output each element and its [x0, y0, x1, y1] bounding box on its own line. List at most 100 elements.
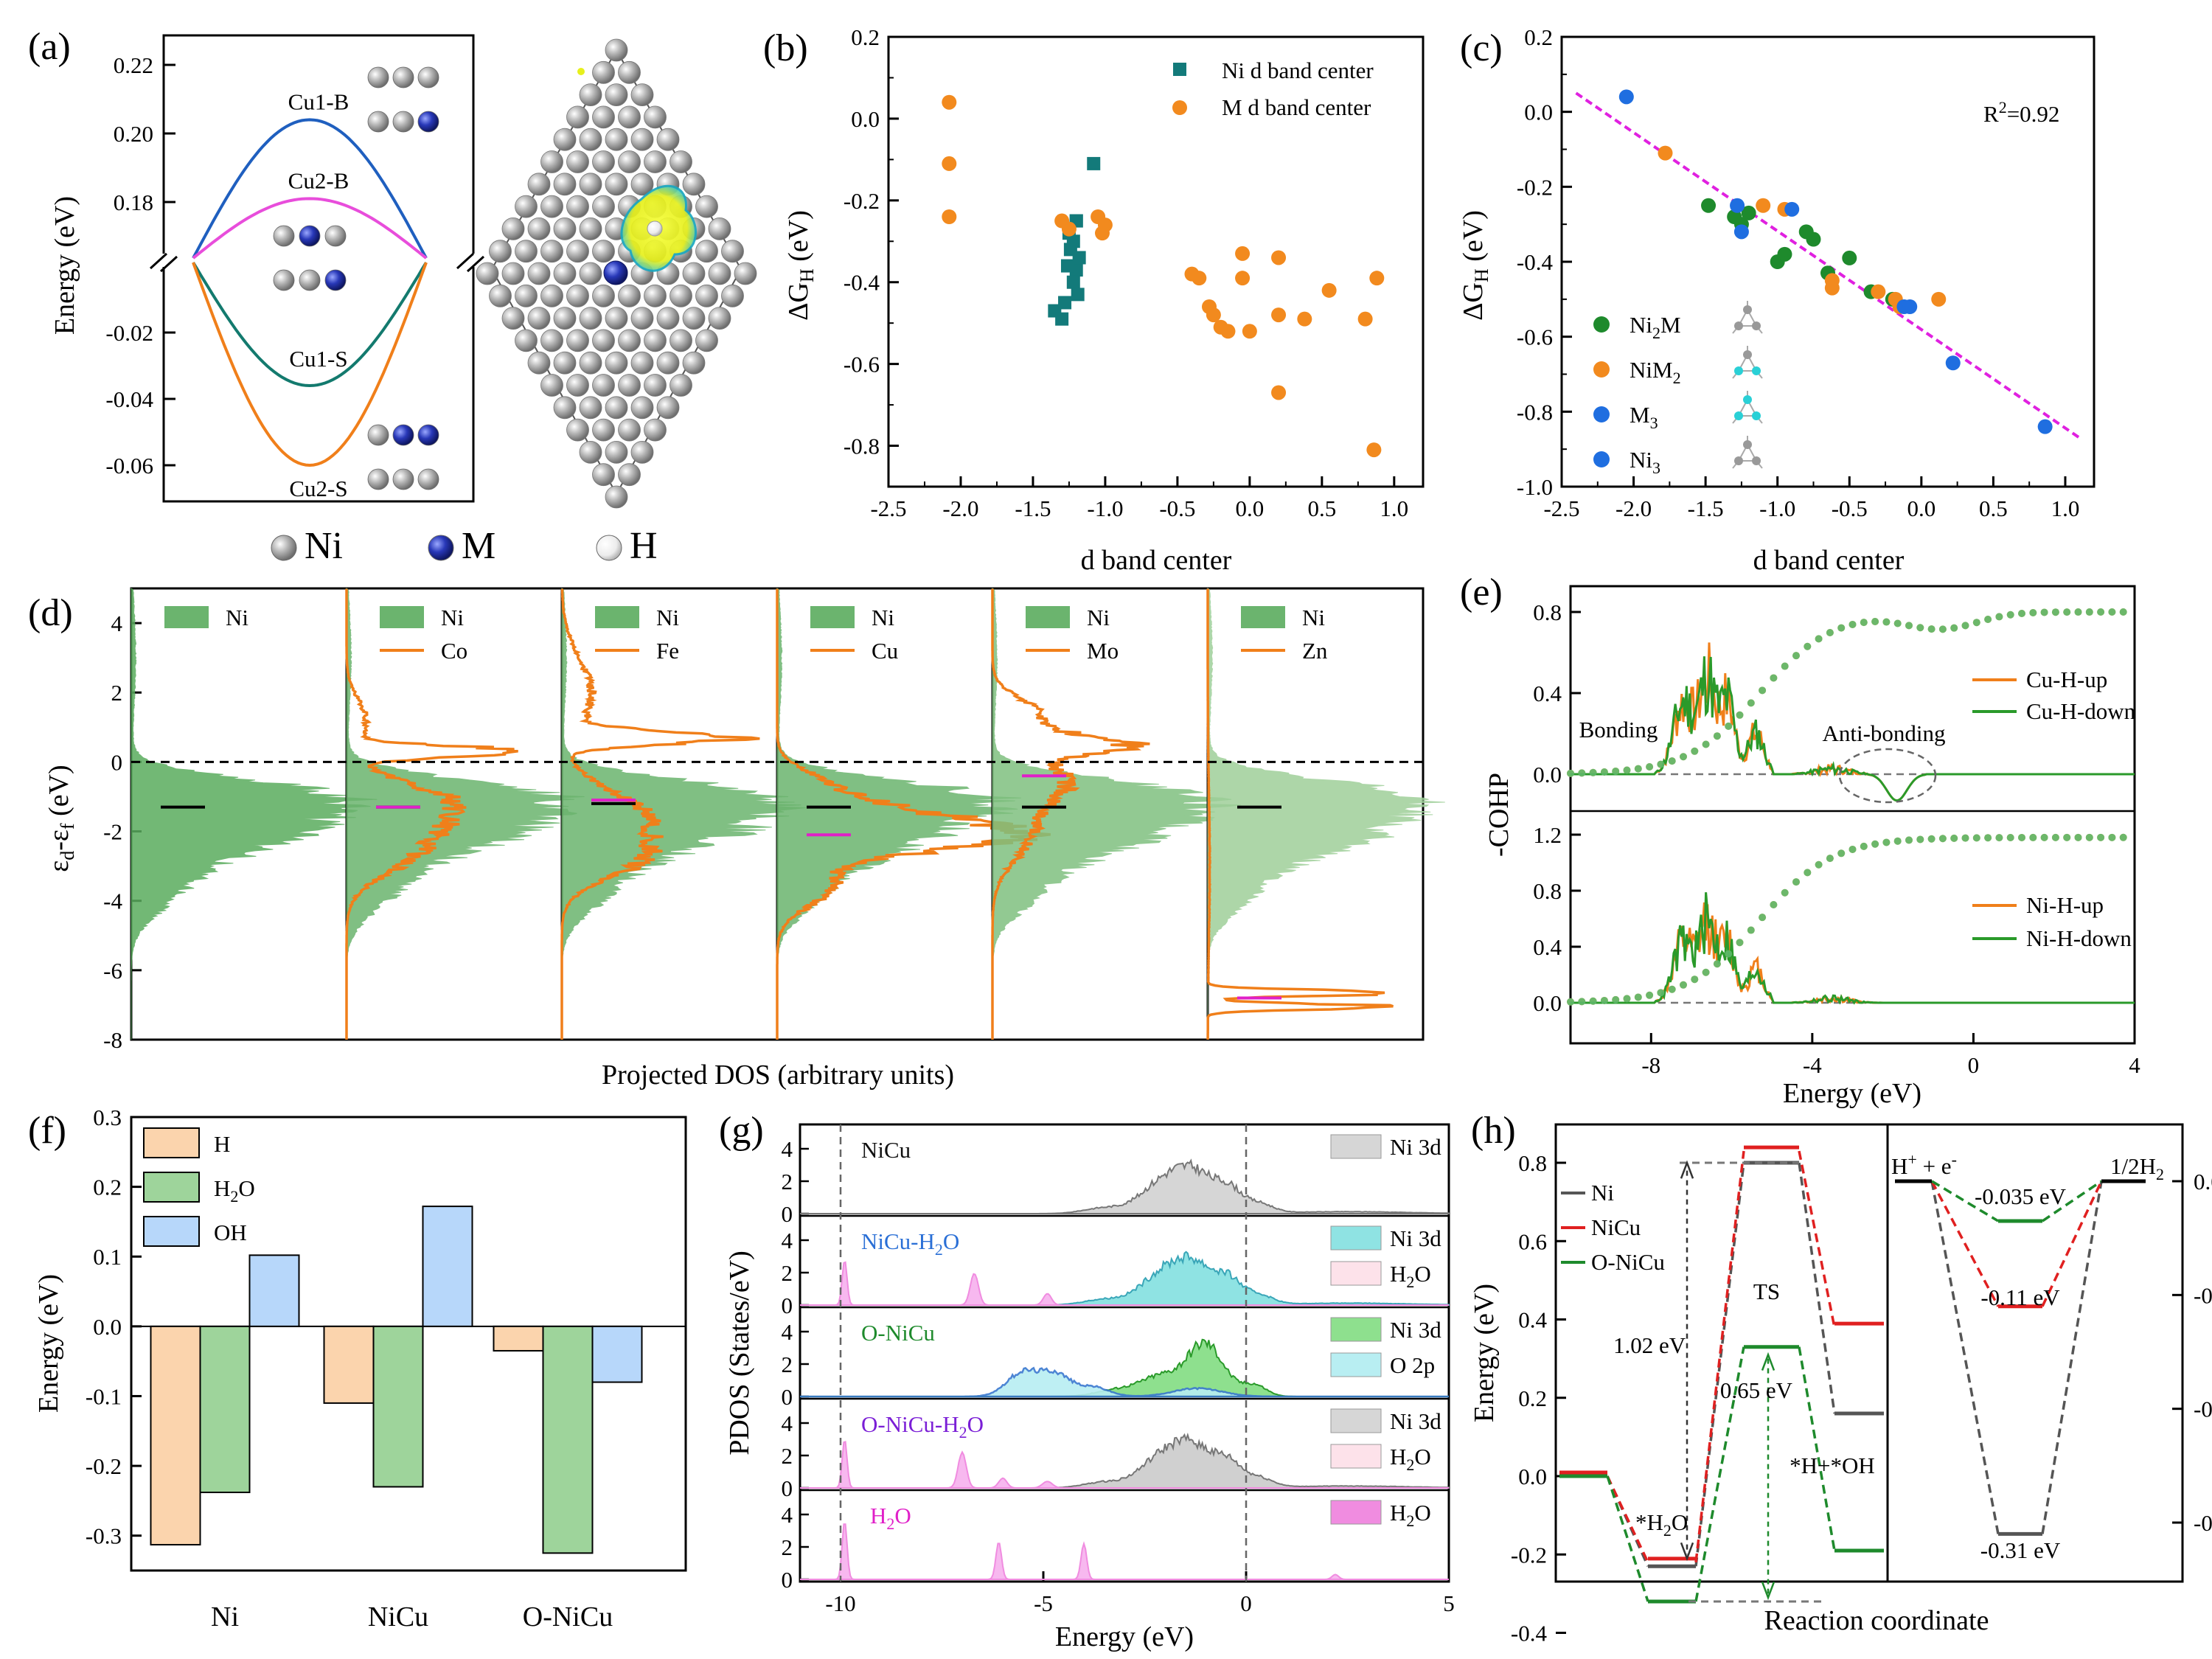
panel-a-curve-Cu1-S	[192, 261, 428, 388]
panel-e-icohp-point	[1927, 625, 1935, 633]
panel-f-bar-OH	[422, 1206, 473, 1327]
slab-ni-atom	[618, 60, 641, 84]
panel-e-icohp-point	[1815, 860, 1823, 869]
panel-d: εd-εf (eV) Projected DOS (arbitrary unit…	[44, 587, 1445, 1091]
slab-ni-atom	[566, 105, 589, 129]
panel-b-legend-marker	[1173, 63, 1186, 76]
panel-d-ytick-label: -8	[103, 1027, 122, 1053]
panel-c-legend-label: NiM2	[1630, 357, 1681, 387]
panel-e-icohp-point	[2018, 833, 2025, 841]
panel-f-ylabel: Energy (eV)	[33, 1274, 64, 1413]
panel-h-reactant-label: *H2O	[1635, 1509, 1688, 1540]
panel-b-xlabel: d band center	[1081, 545, 1232, 576]
panel-c-point-M3	[2037, 419, 2053, 434]
panel-b-point-m	[1220, 324, 1236, 339]
panel-g-legend-swatch	[1330, 1261, 1382, 1286]
panel-e-icohp-point	[1938, 625, 1947, 633]
panel-e-icohp-point	[1567, 769, 1574, 777]
panel-b-legend-label: Ni d band center	[1222, 58, 1374, 83]
panel-c-ytick-label: -1.0	[1517, 474, 1553, 500]
panel-c-legend-marker	[1593, 361, 1610, 378]
panel-e-ytick-label: 0.4	[1533, 681, 1562, 706]
panel-e-icohp-point	[2108, 833, 2116, 841]
panel-e-icohp-point	[1961, 622, 1969, 630]
panel-g-legend-label: H2O	[1390, 1444, 1431, 1474]
panel-c-cluster-atom	[1752, 411, 1761, 420]
panel-e-cohp-curve	[1571, 892, 2135, 1005]
panel-e-icohp-point	[1589, 768, 1597, 776]
slab-ni-atom	[592, 463, 615, 487]
slab-ni-atom	[656, 307, 680, 330]
panel-g-row-title: NiCu	[861, 1137, 911, 1163]
panel-f-ytick-label: 0.1	[93, 1244, 122, 1270]
panel-g-legend-swatch	[1330, 1444, 1382, 1469]
panel-c-point-M3	[1618, 89, 1634, 105]
panel-d-ytick-label: -6	[103, 958, 122, 984]
slab-ni-atom	[489, 284, 512, 307]
panel-f-bar-H	[493, 1325, 544, 1352]
slab-ni-atom	[592, 329, 615, 352]
panel-e-icohp-point	[2108, 608, 2116, 616]
panel-e-icohp-point	[2085, 608, 2093, 616]
panel-e-icohp-point	[1657, 989, 1665, 997]
panel-f-legend-swatch	[143, 1216, 200, 1247]
panel-e-icohp-point	[2029, 609, 2037, 617]
panel-g-legend-swatch	[1330, 1408, 1382, 1433]
panel-g-ytick-label: 2	[782, 1260, 793, 1286]
panel-h-right-connector-Ni	[1930, 1180, 2103, 1534]
panel-d-legend-swatch	[810, 606, 855, 628]
panel-e-icohp-point	[2074, 833, 2082, 841]
panel-e-icohp-point	[1646, 991, 1654, 999]
panel-e-icohp-point	[1680, 981, 1687, 989]
panel-b-ylabel: ΔGH (eV)	[783, 210, 818, 321]
slab-ni-atom	[592, 418, 615, 442]
panel-c-r2: R2=0.92	[1983, 98, 2059, 127]
panel-g-h2o-dos	[800, 1261, 1449, 1306]
slab-ni-atom	[630, 83, 654, 107]
slab-metal-atom	[603, 260, 628, 285]
panel-b-legend-label: M d band center	[1222, 94, 1371, 120]
slab-ni-atom	[553, 173, 577, 196]
panel-c: d band center ΔGH (eV) R2=0.92 -2.5 -2.0 -…	[1458, 24, 2096, 576]
panel-g-legend-label: Ni 3d	[1390, 1317, 1441, 1343]
panel-e-legend-label: Cu-H-up	[2026, 667, 2107, 692]
panel-e-xtick-label: -4	[1803, 1052, 1822, 1078]
panel-e-icohp-point	[1646, 762, 1654, 771]
panel-h-ytick-right-label: 0.0	[2194, 1169, 2212, 1194]
panel-h-connector-NiCu	[1606, 1150, 1836, 1563]
panel-c-point-Ni3	[1902, 299, 1918, 314]
panel-g-ytick-label: 2	[782, 1534, 793, 1560]
panel-e-icohp-point	[1860, 842, 1868, 850]
slab-ni-atom	[501, 262, 525, 285]
panel-c-legend-label: Ni2M	[1630, 312, 1681, 342]
panel-e-icohp-point	[1972, 834, 1980, 842]
panel-e: -COHP Energy (eV) -8 -4 0 4 0.8 0.4 0.0 1.2 0.8 0…	[1484, 585, 2140, 1109]
panel-e-icohp-point	[2097, 833, 2105, 841]
panel-b-xtick-label: -0.5	[1159, 495, 1195, 521]
slab-ni-atom	[630, 441, 654, 464]
slab-ni-atom	[682, 173, 706, 196]
slab-ni-atom	[644, 105, 667, 129]
slab-ni-atom	[644, 284, 667, 307]
panel-h-arrow-heads	[1680, 1160, 1694, 1562]
panel-e-icohp-point	[1713, 732, 1721, 740]
panel-f-category-label: Ni	[211, 1601, 239, 1632]
slab-ni-atom	[669, 374, 692, 397]
panel-c-cluster-atom	[1734, 321, 1743, 330]
panel-c-xtick-label: 0.0	[1907, 495, 1935, 521]
slab-ni-atom	[540, 195, 563, 218]
panel-g-ytick-label: 2	[782, 1169, 793, 1194]
panel-c-point-NiM2	[1756, 198, 1771, 213]
slab-ni-atom	[618, 150, 641, 173]
panel-f-category-label: NiCu	[368, 1601, 428, 1632]
slab-ni-atom	[721, 284, 744, 307]
panel-h-legend-label: Ni	[1591, 1180, 1614, 1206]
panel-b-point-m	[1271, 307, 1287, 323]
panel-e-xtick-label: 0	[1968, 1052, 1980, 1078]
panel-h-h2-label: 1/2H2	[2110, 1153, 2164, 1183]
ni-atom	[392, 468, 414, 490]
panel-e-icohp-point	[2063, 608, 2071, 616]
panel-g-h2o-dos	[800, 1441, 1449, 1489]
panel-b-point-ni	[1072, 251, 1086, 265]
panel-e-xtick-label: -8	[1641, 1052, 1660, 1078]
